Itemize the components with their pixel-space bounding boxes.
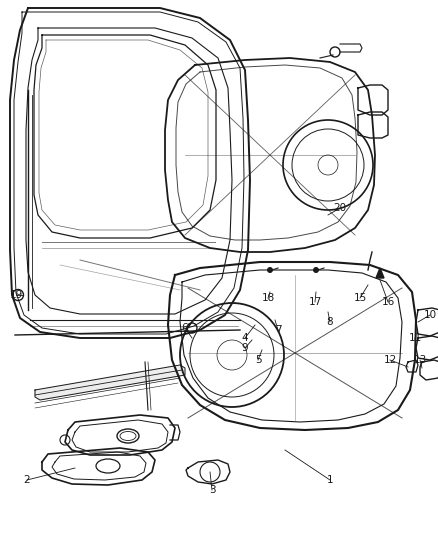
Text: 12: 12: [383, 355, 397, 365]
Text: 9: 9: [242, 343, 248, 353]
Text: 3: 3: [208, 485, 215, 495]
Text: 4: 4: [242, 333, 248, 343]
Polygon shape: [35, 365, 185, 400]
Text: 20: 20: [333, 203, 346, 213]
Text: 7: 7: [275, 325, 281, 335]
Circle shape: [267, 267, 273, 273]
Text: 1: 1: [327, 475, 333, 485]
Text: 17: 17: [308, 297, 321, 307]
Text: 11: 11: [408, 333, 422, 343]
Text: 16: 16: [381, 297, 395, 307]
Text: 6: 6: [182, 323, 188, 333]
Text: 2: 2: [24, 475, 30, 485]
Circle shape: [313, 267, 319, 273]
Text: 19: 19: [9, 290, 23, 300]
Text: 15: 15: [353, 293, 367, 303]
Text: 8: 8: [327, 317, 333, 327]
Text: 10: 10: [424, 310, 437, 320]
Text: 5: 5: [254, 355, 261, 365]
Text: 13: 13: [413, 355, 427, 365]
Text: 18: 18: [261, 293, 275, 303]
Polygon shape: [376, 268, 384, 278]
